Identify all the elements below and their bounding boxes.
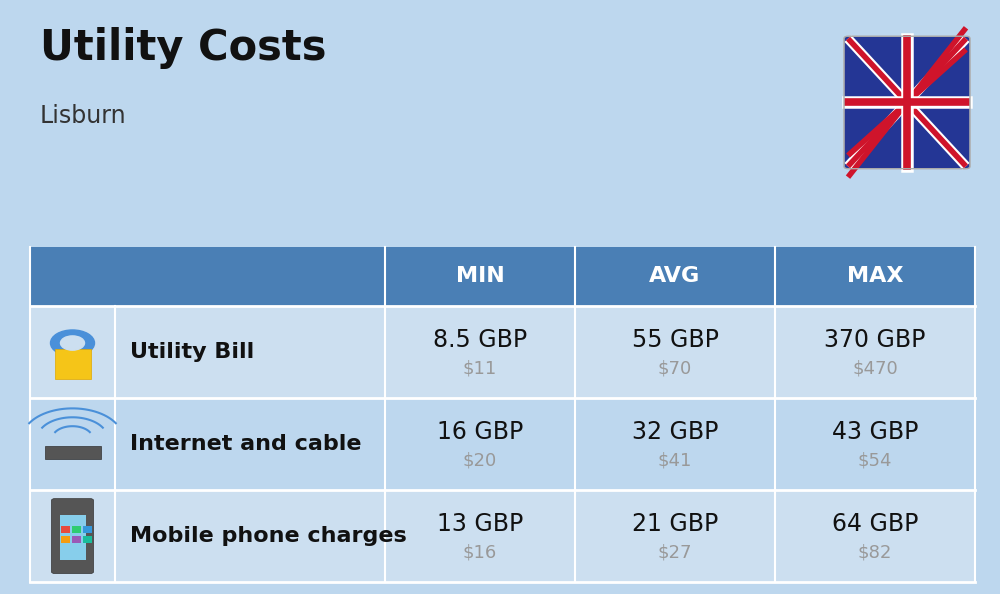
Text: $54: $54	[858, 451, 892, 470]
Text: 8.5 GBP: 8.5 GBP	[433, 328, 527, 352]
Text: 32 GBP: 32 GBP	[632, 420, 718, 444]
Text: 55 GBP: 55 GBP	[632, 328, 718, 352]
Text: $27: $27	[658, 544, 692, 562]
Bar	[61, 536, 70, 543]
Bar	[82, 526, 92, 533]
Bar	[30, 247, 975, 306]
Text: $20: $20	[463, 451, 497, 470]
Text: AVG: AVG	[649, 266, 701, 286]
Text: Lisburn: Lisburn	[40, 104, 127, 128]
Text: 43 GBP: 43 GBP	[832, 420, 918, 444]
FancyBboxPatch shape	[844, 36, 970, 169]
Text: 16 GBP: 16 GBP	[437, 420, 523, 444]
Circle shape	[51, 330, 95, 356]
Text: Utility Costs: Utility Costs	[40, 27, 326, 69]
Text: 370 GBP: 370 GBP	[824, 328, 926, 352]
Text: Internet and cable: Internet and cable	[130, 434, 362, 454]
Text: Mobile phone charges: Mobile phone charges	[130, 526, 407, 546]
FancyBboxPatch shape	[52, 498, 94, 574]
Bar	[30, 398, 975, 490]
Text: Utility Bill: Utility Bill	[130, 342, 254, 362]
Bar	[72, 536, 81, 543]
Text: $41: $41	[658, 451, 692, 470]
Bar	[45, 446, 100, 459]
Bar	[72, 526, 81, 533]
Text: $11: $11	[463, 359, 497, 378]
Text: 21 GBP: 21 GBP	[632, 512, 718, 536]
Text: $470: $470	[852, 359, 898, 378]
Text: $70: $70	[658, 359, 692, 378]
Bar	[60, 516, 86, 560]
Bar	[30, 306, 975, 398]
Bar	[30, 490, 975, 582]
Bar	[82, 536, 92, 543]
Text: $82: $82	[858, 544, 892, 562]
Bar	[55, 349, 90, 379]
Text: $16: $16	[463, 544, 497, 562]
Text: MIN: MIN	[456, 266, 504, 286]
Text: 64 GBP: 64 GBP	[832, 512, 918, 536]
Circle shape	[61, 336, 85, 350]
Text: MAX: MAX	[847, 266, 903, 286]
Bar	[61, 526, 70, 533]
Text: 13 GBP: 13 GBP	[437, 512, 523, 536]
